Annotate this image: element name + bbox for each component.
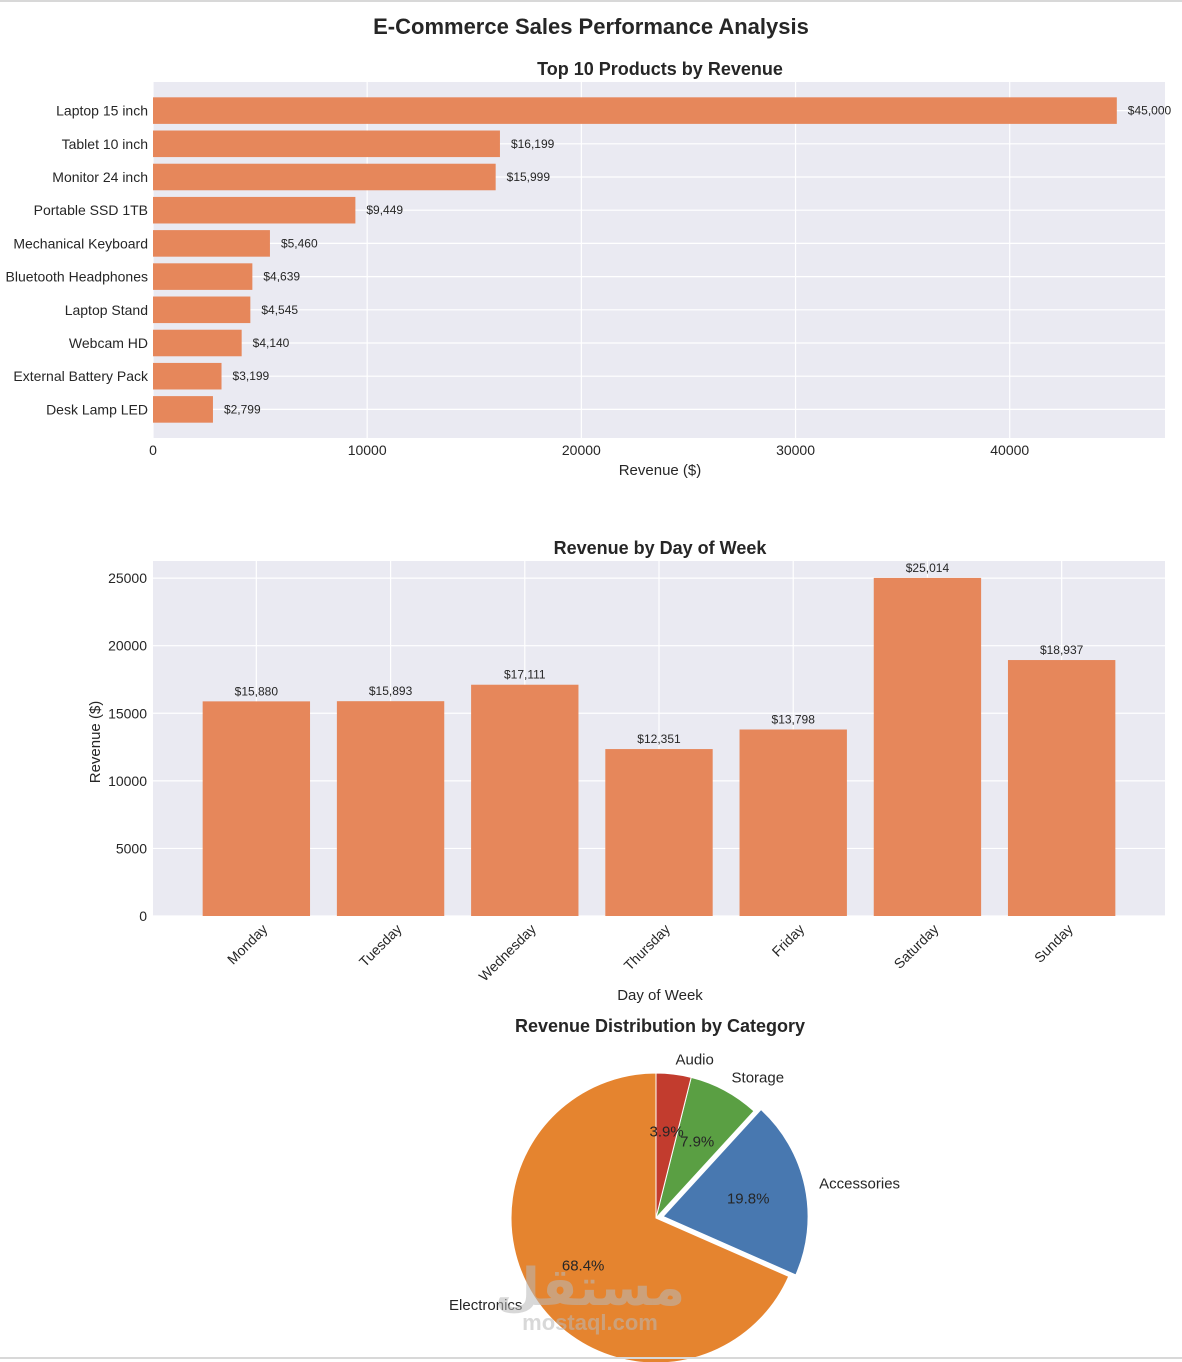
day-of-week-y-label: Revenue ($) bbox=[87, 701, 104, 784]
product-bar bbox=[153, 263, 253, 290]
category-pie-slices bbox=[510, 1072, 809, 1362]
product-name-label: Webcam HD bbox=[69, 335, 148, 351]
top-products-title: Top 10 Products by Revenue bbox=[537, 59, 783, 79]
y-tick-label: 25000 bbox=[108, 570, 147, 586]
x-tick-label: 10000 bbox=[348, 442, 387, 458]
day-bar bbox=[471, 684, 579, 916]
day-bar bbox=[202, 701, 311, 916]
day-value-label: $15,893 bbox=[369, 684, 413, 698]
x-tick-label: 30000 bbox=[776, 442, 815, 458]
day-bar bbox=[739, 729, 847, 916]
product-bar bbox=[153, 329, 242, 357]
product-value-label: $9,449 bbox=[366, 203, 403, 217]
day-value-label: $17,111 bbox=[504, 668, 546, 682]
product-bar bbox=[153, 196, 356, 224]
product-bar bbox=[153, 230, 270, 257]
day-name-label: Saturday bbox=[891, 921, 942, 972]
x-tick-label: 0 bbox=[149, 442, 157, 458]
pie-percent-label: 19.8% bbox=[727, 1191, 770, 1208]
product-name-label: Portable SSD 1TB bbox=[34, 202, 148, 218]
day-bar bbox=[873, 577, 982, 916]
pie-percent-label: 3.9% bbox=[650, 1124, 684, 1141]
product-bar bbox=[153, 296, 251, 324]
pie-category-label: Accessories bbox=[819, 1176, 900, 1193]
top-products-chart: Top 10 Products by Revenue $45,000 $16,19… bbox=[6, 59, 1172, 479]
y-tick-label: 5000 bbox=[116, 840, 147, 856]
pie-category-label: Electronics bbox=[449, 1297, 522, 1314]
product-bar bbox=[153, 130, 500, 158]
day-of-week-x-ticks: Monday Tuesday Wednesday Thursday Friday Satu… bbox=[224, 921, 1076, 984]
watermark-logo: مستقل bbox=[495, 1259, 685, 1317]
product-bar bbox=[153, 362, 222, 390]
product-value-label: $15,999 bbox=[507, 170, 551, 184]
day-value-label: $15,880 bbox=[235, 684, 279, 698]
pie-category-label: Storage bbox=[732, 1070, 785, 1087]
day-of-week-y-ticks: 0 5000 10000 15000 20000 25000 bbox=[108, 570, 147, 924]
product-bar bbox=[153, 163, 496, 191]
figure-title: E-Commerce Sales Performance Analysis bbox=[373, 14, 809, 39]
day-name-label: Monday bbox=[224, 921, 271, 968]
product-bar bbox=[153, 396, 213, 423]
product-value-label: $16,199 bbox=[511, 137, 555, 151]
day-value-label: $12,351 bbox=[637, 732, 681, 746]
y-tick-label: 20000 bbox=[108, 638, 147, 654]
day-of-week-bars: $15,880 $15,893 $17,111 $12,351 $13,798 $25,0… bbox=[202, 561, 1116, 916]
product-name-label: Laptop 15 inch bbox=[56, 103, 148, 119]
product-value-label: $4,140 bbox=[253, 336, 290, 350]
product-value-label: $5,460 bbox=[281, 236, 318, 250]
y-tick-label: 15000 bbox=[108, 705, 147, 721]
product-value-label: $4,545 bbox=[261, 303, 298, 317]
product-name-label: External Battery Pack bbox=[13, 368, 149, 384]
pie-slice bbox=[510, 1072, 790, 1362]
product-value-label: $3,199 bbox=[233, 369, 270, 383]
product-value-label: $4,639 bbox=[263, 270, 300, 284]
x-tick-label: 20000 bbox=[562, 442, 601, 458]
pie-percent-label: 68.4% bbox=[562, 1258, 605, 1275]
top-products-x-label: Revenue ($) bbox=[619, 462, 702, 479]
day-of-week-x-label: Day of Week bbox=[617, 987, 703, 1004]
pie-slice bbox=[662, 1108, 809, 1276]
day-bar bbox=[605, 749, 713, 916]
y-tick-label: 0 bbox=[139, 908, 147, 924]
category-pie-labels: Electronics 68.4% Accessories 19.8% Storage 7… bbox=[449, 1052, 900, 1314]
product-name-label: Monitor 24 inch bbox=[52, 169, 148, 185]
pie-percent-label: 7.9% bbox=[680, 1133, 714, 1150]
top-products-x-ticks: 0 10000 20000 30000 40000 bbox=[149, 442, 1029, 458]
product-name-label: Desk Lamp LED bbox=[46, 401, 148, 417]
pie-slice bbox=[655, 1072, 692, 1219]
day-name-label: Thursday bbox=[621, 921, 674, 974]
watermark-domain: mostaql.com bbox=[522, 1310, 658, 1335]
product-value-label: $45,000 bbox=[1128, 104, 1172, 118]
y-tick-label: 10000 bbox=[108, 773, 147, 789]
day-name-label: Friday bbox=[769, 921, 808, 960]
x-tick-label: 40000 bbox=[990, 442, 1029, 458]
day-name-label: Sunday bbox=[1031, 921, 1076, 966]
day-value-label: $13,798 bbox=[772, 713, 816, 727]
category-pie-title: Revenue Distribution by Category bbox=[515, 1016, 805, 1036]
top-products-bars: $45,000 $16,199 $15,999 $9,449 $5,460 $4,639 $… bbox=[153, 97, 1172, 423]
product-name-label: Bluetooth Headphones bbox=[6, 269, 148, 285]
product-name-label: Mechanical Keyboard bbox=[13, 235, 148, 251]
pie-category-label: Audio bbox=[675, 1052, 713, 1069]
day-of-week-chart: Revenue by Day of Week $15,880 $15,893 $17… bbox=[87, 538, 1165, 1004]
day-bar bbox=[336, 701, 445, 916]
day-of-week-title: Revenue by Day of Week bbox=[554, 538, 768, 558]
day-name-label: Tuesday bbox=[356, 921, 405, 970]
category-pie-chart: Revenue Distribution by Category Electro… bbox=[449, 1016, 900, 1362]
day-bar bbox=[1007, 660, 1116, 916]
day-name-label: Wednesday bbox=[475, 921, 538, 984]
top-products-y-ticks: Laptop 15 inch Tablet 10 inch Monitor 24 i… bbox=[6, 103, 149, 418]
day-value-label: $18,937 bbox=[1040, 643, 1084, 657]
product-name-label: Laptop Stand bbox=[65, 302, 148, 318]
day-value-label: $25,014 bbox=[906, 561, 950, 575]
product-value-label: $2,799 bbox=[224, 402, 261, 416]
product-bar bbox=[153, 97, 1117, 124]
product-name-label: Tablet 10 inch bbox=[62, 136, 148, 152]
